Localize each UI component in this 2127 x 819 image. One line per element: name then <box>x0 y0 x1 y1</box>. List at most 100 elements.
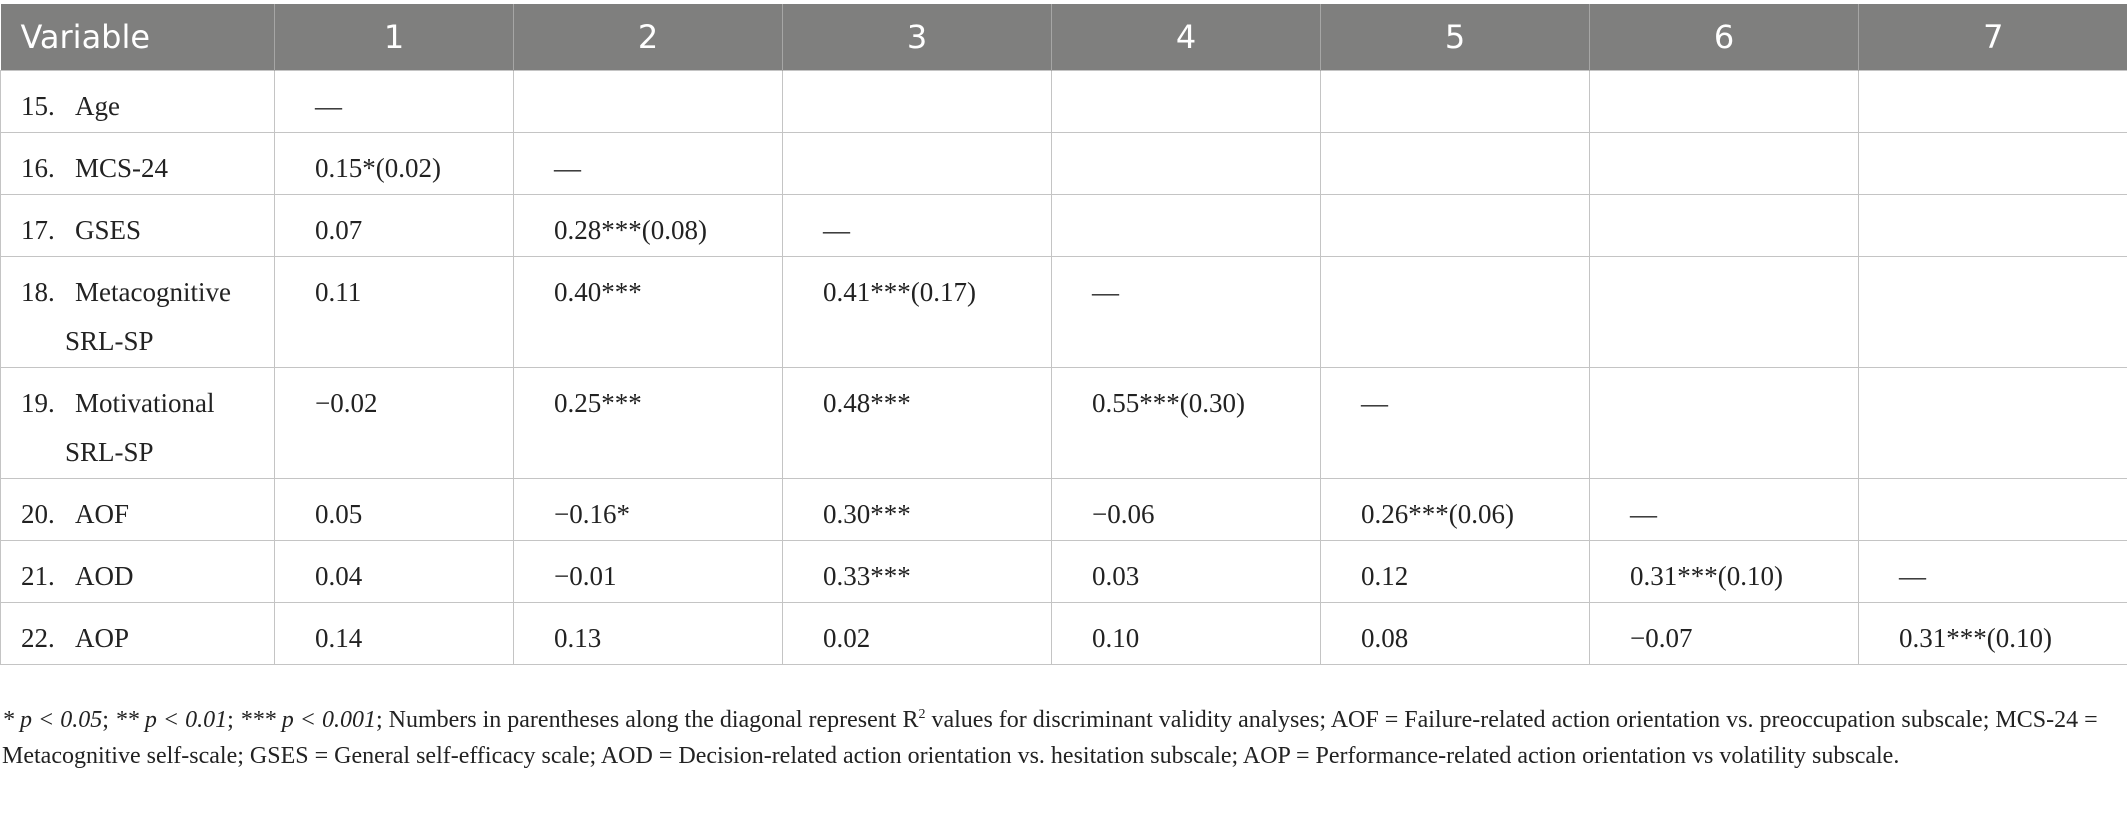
footnote-separator: ; <box>227 707 240 733</box>
correlation-cell <box>1051 70 1321 133</box>
footnote-sig-05: * p < 0.05 <box>2 707 103 733</box>
table-row: 21. AOD 0.04 −0.01 0.33*** 0.03 0.12 0.31***(0.… <box>0 540 2127 603</box>
table-row: 17. GSES 0.07 0.28***(0.08) — <box>0 194 2127 257</box>
table-row: 19. Motivational SRL-SP −0.02 0.25*** 0.48***… <box>0 367 2127 479</box>
correlation-cell: −0.16* <box>513 478 783 541</box>
table-row: 16. MCS-24 0.15*(0.02) — <box>0 132 2127 195</box>
variable-label: MCS-24 <box>75 153 169 183</box>
correlation-cell <box>1858 478 2127 541</box>
table-row: 15. Age — <box>0 70 2127 133</box>
column-header-variable: Variable <box>0 4 275 71</box>
correlation-cell: 0.26***(0.06) <box>1320 478 1590 541</box>
correlation-cell: 0.11 <box>274 256 514 368</box>
correlation-cell: 0.28***(0.08) <box>513 194 783 257</box>
correlation-cell: −0.06 <box>1051 478 1321 541</box>
variable-number: 21. <box>21 561 55 591</box>
column-header-6: 6 <box>1589 4 1859 71</box>
variable-label-continued: SRL-SP <box>65 326 154 356</box>
variable-number: 17. <box>21 215 55 245</box>
variable-cell: 22. AOP <box>0 602 275 665</box>
correlation-cell <box>1051 194 1321 257</box>
table-row: 22. AOP 0.14 0.13 0.02 0.10 0.08 −0.07 0.31***(0… <box>0 602 2127 665</box>
variable-cell: 21. AOD <box>0 540 275 603</box>
correlation-cell: — <box>274 70 514 133</box>
footnote-sig-001: *** p < 0.001 <box>239 707 376 733</box>
correlation-cell: −0.02 <box>274 367 514 479</box>
variable-cell: 19. Motivational SRL-SP <box>0 367 275 479</box>
variable-cell: 20. AOF <box>0 478 275 541</box>
correlation-cell <box>1858 132 2127 195</box>
correlation-cell <box>1589 367 1859 479</box>
correlation-cell: 0.31***(0.10) <box>1858 602 2127 665</box>
correlation-cell <box>1320 132 1590 195</box>
correlation-cell <box>1589 70 1859 133</box>
correlation-cell: 0.13 <box>513 602 783 665</box>
variable-number: 19. <box>21 388 55 418</box>
correlation-cell <box>1320 70 1590 133</box>
correlation-cell: 0.02 <box>782 602 1052 665</box>
correlation-cell: 0.05 <box>274 478 514 541</box>
variable-number: 22. <box>21 623 55 653</box>
variable-label: AOD <box>75 561 134 591</box>
footnote-text-b: values for discriminant validity analyse… <box>2 707 2098 769</box>
correlation-cell: 0.41***(0.17) <box>782 256 1052 368</box>
footnote-sig-01: ** p < 0.01 <box>114 707 228 733</box>
correlation-cell <box>1858 194 2127 257</box>
correlation-cell: — <box>1320 367 1590 479</box>
footnote-superscript: 2 <box>918 707 926 722</box>
variable-label: AOP <box>75 623 130 653</box>
column-header-1: 1 <box>274 4 514 71</box>
variable-cell: 17. GSES <box>0 194 275 257</box>
column-header-4: 4 <box>1051 4 1321 71</box>
correlation-cell: — <box>1051 256 1321 368</box>
variable-label: Age <box>75 91 120 121</box>
footnote-separator: ; <box>102 707 115 733</box>
column-header-3: 3 <box>782 4 1052 71</box>
variable-number: 18. <box>21 277 55 307</box>
correlation-cell <box>513 70 783 133</box>
correlation-cell: 0.15*(0.02) <box>274 132 514 195</box>
correlation-cell: 0.33*** <box>782 540 1052 603</box>
correlation-cell <box>1051 132 1321 195</box>
correlation-cell <box>1589 256 1859 368</box>
correlation-cell: 0.40*** <box>513 256 783 368</box>
correlation-cell: 0.55***(0.30) <box>1051 367 1321 479</box>
column-header-2: 2 <box>513 4 783 71</box>
correlation-cell <box>1589 132 1859 195</box>
correlation-cell: 0.30*** <box>782 478 1052 541</box>
correlation-cell <box>1320 256 1590 368</box>
correlation-cell <box>1858 70 2127 133</box>
correlation-cell <box>782 70 1052 133</box>
table-body: 15. Age —16. MCS-24 0.15*(0.02) —17. GSES 0.07 0… <box>0 70 2127 665</box>
correlation-cell: — <box>1858 540 2127 603</box>
correlation-cell: 0.48*** <box>782 367 1052 479</box>
variable-label: AOF <box>75 499 130 529</box>
table-header-row: Variable 1 2 3 4 5 6 7 <box>0 4 2127 71</box>
correlation-cell: 0.31***(0.10) <box>1589 540 1859 603</box>
variable-label: GSES <box>75 215 142 245</box>
table-footnote: * p < 0.05; ** p < 0.01; *** p < 0.001; … <box>2 702 2120 774</box>
variable-cell: 16. MCS-24 <box>0 132 275 195</box>
variable-cell: 18. Metacognitive SRL-SP <box>0 256 275 368</box>
variable-label-continued: SRL-SP <box>65 437 154 467</box>
correlation-cell <box>1589 194 1859 257</box>
correlation-cell: — <box>1589 478 1859 541</box>
correlation-cell <box>782 132 1052 195</box>
variable-label: Metacognitive <box>75 277 231 307</box>
correlation-cell: 0.07 <box>274 194 514 257</box>
correlation-cell: — <box>513 132 783 195</box>
footnote-text-a: ; Numbers in parentheses along the diago… <box>375 707 919 733</box>
table-row: 18. Metacognitive SRL-SP 0.11 0.40*** 0.41***… <box>0 256 2127 368</box>
variable-number: 16. <box>21 153 55 183</box>
correlation-cell: 0.03 <box>1051 540 1321 603</box>
correlation-cell: 0.10 <box>1051 602 1321 665</box>
correlation-cell: 0.14 <box>274 602 514 665</box>
correlation-cell <box>1858 256 2127 368</box>
correlation-cell: 0.08 <box>1320 602 1590 665</box>
variable-number: 20. <box>21 499 55 529</box>
column-header-7: 7 <box>1858 4 2127 71</box>
correlation-cell <box>1320 194 1590 257</box>
correlation-cell: −0.01 <box>513 540 783 603</box>
column-header-5: 5 <box>1320 4 1590 71</box>
variable-number: 15. <box>21 91 55 121</box>
